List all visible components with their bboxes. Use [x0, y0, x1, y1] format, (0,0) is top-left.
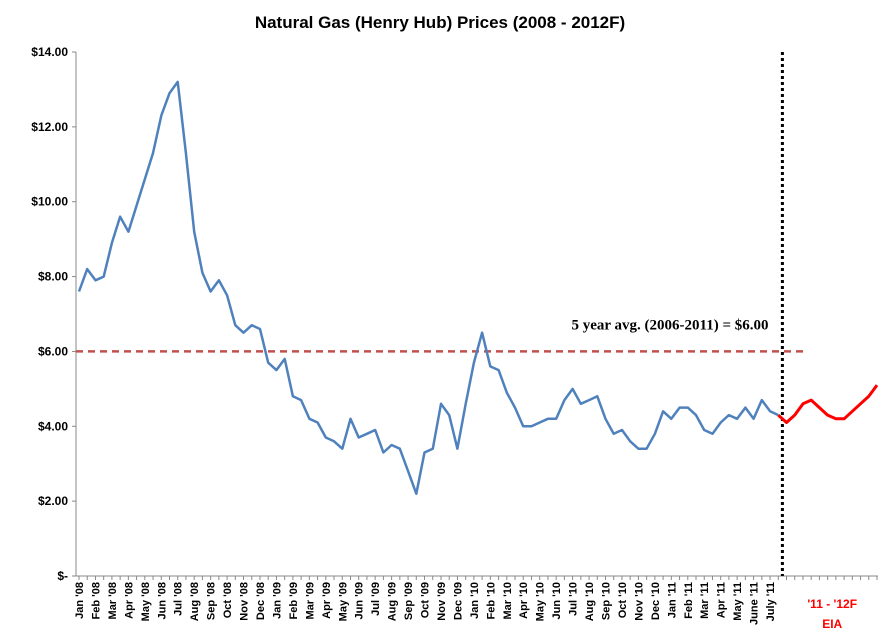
forecast-label: EIA [822, 617, 842, 631]
x-tick-label: Jul '08 [173, 582, 185, 616]
y-tick-label: $4.00 [38, 419, 68, 433]
x-tick-label: Apr '09 [321, 582, 333, 619]
x-tick-label: Dec '08 [255, 582, 267, 620]
y-tick-label: $12.00 [31, 120, 68, 134]
x-tick-label: Dec '10 [650, 582, 662, 620]
x-tick-label: Apr '10 [518, 582, 530, 619]
x-tick-label: Oct '10 [617, 582, 629, 618]
x-tick-label: Jun '09 [354, 582, 366, 619]
y-tick-label: $6.00 [38, 344, 68, 358]
y-tick-label: $8.00 [38, 270, 68, 284]
x-tick-label: Jun '10 [551, 582, 563, 619]
x-tick-label: Jan '11 [666, 582, 678, 618]
x-tick-label: Feb '09 [288, 582, 300, 619]
y-tick-label: $2.00 [38, 494, 68, 508]
x-tick-label: Apr '11 [716, 582, 728, 618]
x-tick-label: Jun '08 [156, 582, 168, 619]
x-tick-label: Sep '08 [206, 582, 218, 620]
x-tick-label: Jan '09 [271, 582, 283, 619]
series-line [777, 384, 879, 424]
x-tick-label: May '11 [732, 582, 744, 621]
x-tick-label: Aug '08 [189, 582, 201, 621]
x-tick-label: Feb '10 [485, 582, 497, 619]
chart-title: Natural Gas (Henry Hub) Prices (2008 - 2… [255, 13, 625, 32]
x-tick-label: Jul '09 [370, 582, 382, 616]
x-tick-label: July '11 [765, 582, 777, 621]
reference-label: 5 year avg. (2006-2011) = $6.00 [572, 317, 769, 333]
x-tick-label: May '10 [535, 582, 547, 621]
x-tick-label: Mar '10 [502, 582, 514, 619]
x-tick-label: May '08 [140, 582, 152, 621]
x-tick-label: Dec '09 [452, 582, 464, 620]
x-tick-label: Mar '09 [304, 582, 316, 619]
x-tick-label: Aug '09 [387, 582, 399, 621]
x-tick-label: Nov '10 [633, 582, 645, 621]
x-tick-label: Oct '09 [420, 582, 432, 618]
y-tick-label: $14.00 [31, 45, 68, 59]
x-tick-label: Nov '08 [239, 582, 251, 621]
series-line [77, 80, 779, 495]
x-tick-label: Apr '08 [123, 582, 135, 619]
x-tick-label: Aug '10 [584, 582, 596, 621]
x-tick-label: Mar '11 [699, 582, 711, 619]
x-tick-label: June '11 [749, 582, 761, 625]
y-tick-label: $- [57, 569, 68, 583]
x-tick-label: Jan '10 [469, 582, 481, 619]
forecast-label: '11 - '12F [807, 597, 857, 611]
x-tick-label: May '09 [337, 582, 349, 621]
x-tick-label: Feb '11 [683, 582, 695, 619]
x-tick-label: Jul '10 [568, 582, 580, 616]
x-tick-label: Oct '08 [222, 582, 234, 618]
x-tick-label: Feb '08 [90, 582, 102, 619]
x-tick-label: Mar '08 [107, 582, 119, 619]
x-tick-label: Nov '09 [436, 582, 448, 621]
y-tick-label: $10.00 [31, 195, 68, 209]
x-tick-label: Jan '08 [74, 582, 86, 619]
x-tick-label: Sep '10 [601, 582, 613, 620]
x-tick-label: Sep '09 [403, 582, 415, 620]
